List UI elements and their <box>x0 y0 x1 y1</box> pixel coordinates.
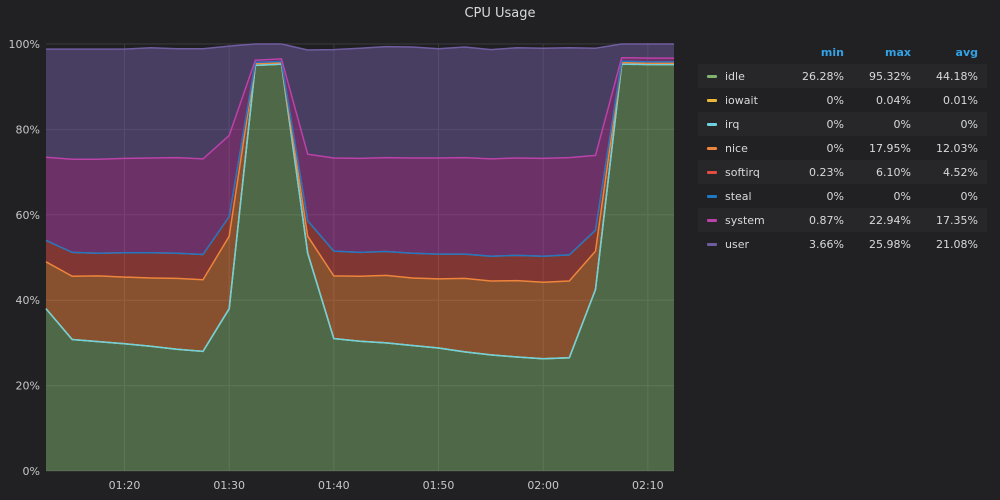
legend-series-name[interactable]: irq <box>725 117 740 131</box>
x-tick-label: 01:20 <box>109 479 141 492</box>
x-tick-label: 02:10 <box>632 479 664 492</box>
legend-avg-value: 44.18% <box>936 69 978 83</box>
x-tick-label: 01:50 <box>423 479 455 492</box>
legend-min-value: 3.66% <box>809 237 844 251</box>
area-idle <box>46 64 674 471</box>
y-tick-label: 40% <box>16 294 40 307</box>
legend-series-name[interactable]: user <box>725 237 749 251</box>
panel-title: CPU Usage <box>464 6 536 21</box>
line-user <box>46 43 674 51</box>
legend-max-value: 0% <box>893 189 911 203</box>
y-tick-label: 100% <box>9 38 40 51</box>
legend-max-value: 25.98% <box>869 237 911 251</box>
legend-table: min max avg idle 26.28% 95.32% 44.18% iowait… <box>698 40 987 256</box>
legend-row-system[interactable]: system 0.87% 22.94% 17.35% <box>698 208 987 232</box>
legend-avg-value: 4.52% <box>943 165 978 179</box>
area-system <box>46 57 674 257</box>
legend-series-name[interactable]: idle <box>725 69 745 83</box>
line-steal <box>45 60 674 257</box>
legend-row-user[interactable]: user 3.66% 25.98% 21.08% <box>698 232 987 256</box>
area-nice <box>46 62 674 359</box>
legend-swatch[interactable] <box>707 98 717 102</box>
y-tick-label: 60% <box>16 209 40 222</box>
legend-min-value: 0% <box>826 117 844 131</box>
legend-swatch[interactable] <box>707 218 717 222</box>
legend-min-value: 0% <box>826 189 844 203</box>
legend-min-value: 0.23% <box>809 165 844 179</box>
axis-layer: 0% 20% 40% 60% 80% 100% 01:20 01:30 01:40 01:50 02… <box>9 38 664 492</box>
y-tick-label: 20% <box>16 380 40 393</box>
legend-header-avg[interactable]: avg <box>955 45 978 59</box>
legend-row-softirq[interactable]: softirq 0.23% 6.10% 4.52% <box>698 160 987 184</box>
legend-min-value: 0% <box>826 141 844 155</box>
legend-swatch[interactable] <box>707 74 717 78</box>
legend-swatch[interactable] <box>707 170 717 174</box>
legend-swatch[interactable] <box>707 194 717 198</box>
legend-avg-value: 21.08% <box>936 237 978 251</box>
legend-max-value: 6.10% <box>876 165 911 179</box>
legend-swatch[interactable] <box>707 146 717 150</box>
y-tick-label: 80% <box>16 123 40 136</box>
legend-max-value: 95.32% <box>869 69 911 83</box>
y-tick-label: 0% <box>23 465 40 478</box>
x-tick-label: 02:00 <box>527 479 559 492</box>
legend-swatch[interactable] <box>707 122 717 126</box>
legend-max-value: 22.94% <box>869 213 911 227</box>
legend-row-iowait[interactable]: iowait 0% 0.04% 0.01% <box>698 88 987 112</box>
line-system <box>45 56 674 161</box>
area-user <box>46 44 674 160</box>
legend-series-name[interactable]: iowait <box>725 93 758 107</box>
legend-max-value: 0.04% <box>876 93 911 107</box>
legend-row-idle[interactable]: idle 26.28% 95.32% 44.18% <box>698 64 987 88</box>
line-irq <box>45 63 674 360</box>
x-tick-label: 01:40 <box>318 479 350 492</box>
area-layer <box>46 44 674 471</box>
legend-min-value: 0.87% <box>809 213 844 227</box>
x-tick-label: 01:30 <box>213 479 245 492</box>
legend-avg-value: 0.01% <box>943 93 978 107</box>
legend-row-irq[interactable]: irq 0% 0% 0% <box>698 112 987 136</box>
legend-avg-value: 17.35% <box>936 213 978 227</box>
legend-row-steal[interactable]: steal 0% 0% 0% <box>698 184 987 208</box>
legend-min-value: 26.28% <box>802 69 844 83</box>
legend-series-name[interactable]: steal <box>725 189 752 203</box>
line-layer <box>45 43 674 360</box>
legend-max-value: 17.95% <box>869 141 911 155</box>
legend-min-value: 0% <box>826 93 844 107</box>
legend-header-max[interactable]: max <box>885 45 911 59</box>
legend-rows: idle 26.28% 95.32% 44.18% iowait 0% 0.04% 0.01%… <box>698 64 987 256</box>
legend-avg-value: 0% <box>960 189 978 203</box>
legend-header-min[interactable]: min <box>820 45 844 59</box>
legend-row-nice[interactable]: nice 0% 17.95% 12.03% <box>698 136 987 160</box>
legend-max-value: 0% <box>893 117 911 131</box>
legend-header: min max avg <box>698 40 987 64</box>
legend-series-name[interactable]: nice <box>725 141 748 155</box>
legend-series-name[interactable]: system <box>725 213 765 227</box>
area-softirq <box>46 61 674 283</box>
line-nice <box>45 61 674 284</box>
legend-swatch[interactable] <box>707 242 717 246</box>
legend-series-name[interactable]: softirq <box>725 165 760 179</box>
legend-avg-value: 12.03% <box>936 141 978 155</box>
legend-avg-value: 0% <box>960 117 978 131</box>
